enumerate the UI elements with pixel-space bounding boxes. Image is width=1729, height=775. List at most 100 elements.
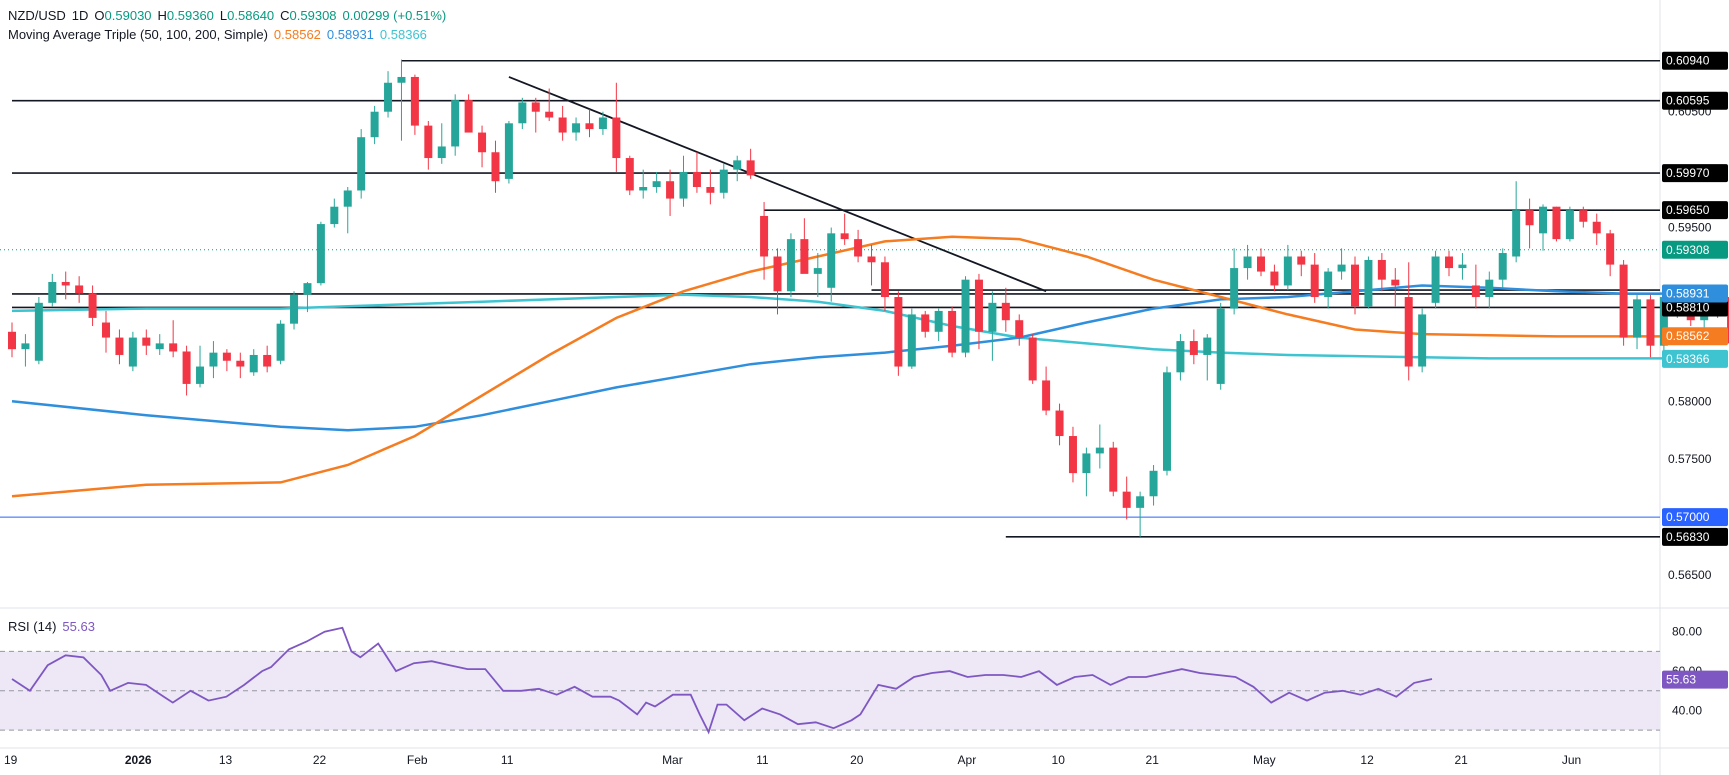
rsi-value-tag-bg bbox=[1662, 670, 1728, 689]
candle-body bbox=[679, 171, 688, 199]
candle-body bbox=[1498, 253, 1507, 280]
candle-body bbox=[1592, 221, 1601, 234]
candle-body bbox=[921, 314, 930, 332]
price-tick-label: 0.58000 bbox=[1668, 394, 1712, 408]
time-tick-label: 21 bbox=[1146, 753, 1160, 767]
time-tick-label: Apr bbox=[958, 753, 977, 767]
candle-body bbox=[155, 343, 164, 350]
time-tick-label: 10 bbox=[1052, 753, 1066, 767]
candle-body bbox=[236, 360, 245, 367]
time-tick-label: 20 bbox=[850, 753, 864, 767]
candle-body bbox=[1619, 264, 1628, 338]
candle-body bbox=[974, 279, 983, 332]
level-price-tag-bg bbox=[1662, 91, 1728, 110]
candle-body bbox=[276, 323, 285, 361]
candle-body bbox=[652, 181, 661, 187]
price-tick-label: 0.57500 bbox=[1668, 452, 1712, 466]
candle-body bbox=[1391, 279, 1400, 286]
ma50-price-tag: 0.58562 bbox=[1666, 329, 1710, 343]
candle-body bbox=[1445, 256, 1454, 269]
candle-body bbox=[880, 262, 889, 298]
candle-body bbox=[598, 117, 607, 130]
candle-body bbox=[1055, 410, 1064, 437]
blue-level-tag-bg bbox=[1662, 508, 1728, 527]
candle-body bbox=[21, 343, 30, 350]
candle-body bbox=[75, 285, 84, 294]
candle-body bbox=[1028, 337, 1037, 381]
candle-body bbox=[840, 233, 849, 240]
candle-body bbox=[531, 102, 540, 112]
symbol-label[interactable]: NZD/USD bbox=[8, 8, 66, 23]
time-tick-label: Mar bbox=[662, 753, 683, 767]
current-price-tag: 0.59308 bbox=[1666, 243, 1710, 257]
ma200-legend-value: 0.58366 bbox=[379, 27, 427, 42]
candle-body bbox=[1418, 314, 1427, 367]
rsi-tick-label: 40.00 bbox=[1672, 703, 1702, 717]
candle-body bbox=[424, 125, 433, 159]
candle-body bbox=[410, 76, 419, 126]
candle-body bbox=[209, 352, 218, 367]
time-tick-label: 21 bbox=[1454, 753, 1468, 767]
candle-body bbox=[8, 331, 16, 350]
rsi-legend: RSI (14) 55.63 bbox=[8, 619, 101, 634]
ma100-price-tag: 0.58931 bbox=[1666, 286, 1710, 300]
candle-body bbox=[1015, 320, 1024, 338]
rsi-title[interactable]: RSI (14) bbox=[8, 619, 57, 634]
candle-body bbox=[1565, 210, 1574, 240]
candle-body bbox=[558, 117, 567, 133]
candle-body bbox=[1216, 308, 1225, 384]
candle-body bbox=[464, 100, 473, 133]
candle-body bbox=[142, 337, 151, 346]
candle-body bbox=[1136, 496, 1145, 508]
candle-body bbox=[1243, 256, 1252, 269]
candle-body bbox=[666, 181, 675, 199]
candle-body bbox=[1364, 259, 1373, 307]
candle-body bbox=[384, 82, 393, 112]
level-price-tag: 0.58810 bbox=[1666, 300, 1710, 314]
open-label: O0.59030 bbox=[94, 8, 152, 23]
candle-body bbox=[585, 123, 594, 130]
candle-body bbox=[34, 302, 43, 361]
candle-body bbox=[316, 224, 325, 284]
candle-body bbox=[1095, 447, 1104, 454]
level-price-tag: 0.60595 bbox=[1666, 94, 1710, 108]
candle-body bbox=[169, 343, 178, 352]
ma100-legend-value: 0.58931 bbox=[326, 27, 374, 42]
interval-label[interactable]: 1D bbox=[71, 8, 89, 23]
time-tick-label: 22 bbox=[313, 753, 327, 767]
close-label: C0.59308 bbox=[280, 8, 337, 23]
candle-body bbox=[478, 132, 487, 153]
candle-body bbox=[1324, 271, 1333, 298]
candle-body bbox=[1310, 264, 1319, 298]
candle-body bbox=[357, 137, 366, 191]
candle-body bbox=[692, 171, 701, 187]
candle-body bbox=[867, 256, 876, 263]
candle-body bbox=[1082, 453, 1091, 474]
candle-body bbox=[451, 100, 460, 147]
candle-body bbox=[61, 281, 70, 286]
candle-body bbox=[706, 187, 715, 193]
candle-body bbox=[733, 160, 742, 170]
candle-body bbox=[961, 279, 970, 353]
candle-body bbox=[1001, 302, 1010, 321]
candle-body bbox=[48, 281, 57, 303]
ma-title[interactable]: Moving Average Triple (50, 100, 200, Sim… bbox=[8, 27, 268, 42]
candle-body bbox=[1512, 210, 1521, 257]
candle-body bbox=[572, 123, 581, 133]
level-price-tag-bg bbox=[1662, 201, 1728, 220]
candle-body bbox=[1525, 210, 1534, 226]
ma50-line bbox=[11, 235, 1691, 498]
candle-body bbox=[196, 366, 205, 384]
candle-body bbox=[1256, 256, 1265, 272]
rsi-line bbox=[11, 626, 1433, 735]
ma50-legend-value: 0.58562 bbox=[273, 27, 321, 42]
candle-body bbox=[330, 206, 339, 225]
rsi-tick-label: 80.00 bbox=[1672, 625, 1702, 639]
candle-body bbox=[934, 310, 943, 332]
level-price-tag: 0.59650 bbox=[1666, 203, 1710, 217]
candle-body bbox=[813, 268, 822, 274]
price-tick-label: 0.56500 bbox=[1668, 568, 1712, 582]
level-price-tag-bg bbox=[1662, 527, 1728, 546]
candle-body bbox=[88, 293, 97, 318]
